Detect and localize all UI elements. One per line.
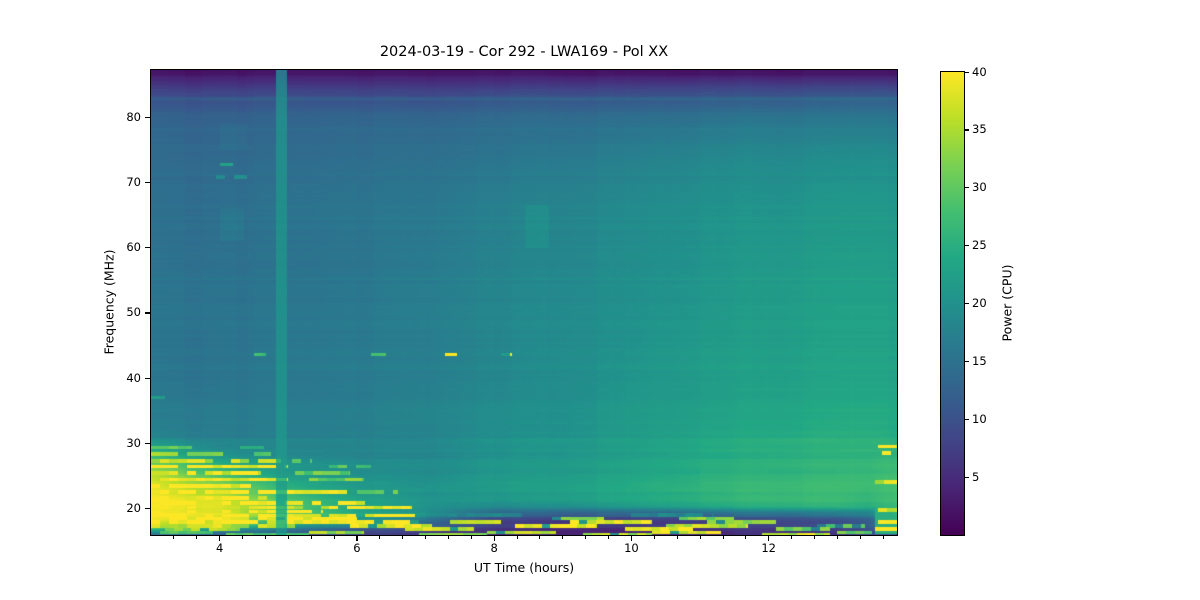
x-minor-tick-mark: [173, 536, 175, 539]
x-minor-tick-mark: [402, 536, 404, 539]
colorbar-tick-label: 10: [972, 411, 987, 426]
x-minor-tick-mark: [676, 536, 678, 539]
colorbar-tick-mark: [965, 303, 969, 305]
y-tick-mark: [145, 442, 150, 444]
x-tick-mark: [630, 536, 633, 541]
plot-title: 2024-03-19 - Cor 292 - LWA169 - Pol XX: [379, 44, 669, 60]
x-tick-mark: [768, 536, 770, 541]
colorbar-tick-label: 35: [972, 122, 987, 137]
x-minor-tick-mark: [379, 536, 381, 539]
x-minor-tick-mark: [310, 536, 312, 539]
x-axis-label: UT Time (hours): [473, 560, 575, 575]
x-tick-mark: [219, 536, 221, 541]
x-tick-mark: [493, 536, 495, 541]
y-tick-label: 50: [126, 305, 141, 320]
x-minor-tick-mark: [585, 536, 587, 539]
y-tick-mark: [145, 377, 150, 379]
x-minor-tick-mark: [608, 536, 609, 539]
x-minor-tick-mark: [287, 536, 289, 539]
colorbar-tick-mark: [965, 418, 969, 420]
colorbar-tick-mark: [965, 71, 969, 73]
y-tick-mark: [145, 117, 150, 119]
x-tick-label: 12: [761, 541, 776, 555]
colorbar-tick-mark: [965, 129, 969, 131]
x-minor-tick-mark: [699, 536, 701, 539]
x-minor-tick-mark: [814, 536, 815, 539]
x-minor-tick-mark: [539, 536, 541, 539]
y-tick-label: 70: [126, 175, 141, 190]
x-minor-tick-mark: [447, 536, 449, 539]
colorbar-tick-label: 5: [972, 469, 980, 484]
y-tick-mark: [145, 182, 150, 184]
y-tick-label: 60: [126, 240, 141, 255]
colorbar-tick-mark: [965, 187, 969, 189]
x-minor-tick-mark: [882, 536, 884, 539]
x-minor-tick-mark: [333, 536, 335, 539]
colorbar-tick-label: 20: [972, 296, 987, 310]
x-minor-tick-mark: [516, 536, 518, 539]
y-tick-mark: [145, 507, 150, 509]
x-minor-tick-mark: [722, 536, 724, 539]
x-tick-mark: [356, 536, 358, 541]
x-minor-tick-mark: [745, 536, 747, 539]
x-minor-tick-mark: [425, 536, 426, 539]
colorbar-tick-label: 40: [972, 64, 987, 79]
colorbar-tick-label: 25: [972, 238, 987, 253]
y-tick-label: 30: [126, 435, 141, 450]
x-minor-tick-mark: [791, 536, 792, 539]
colorbar-tick-mark: [965, 245, 969, 247]
colorbar-tick-label: 15: [972, 353, 987, 368]
x-minor-tick-mark: [562, 536, 564, 539]
x-tick-label: 10: [624, 541, 639, 555]
colorbar-tick-mark: [965, 360, 969, 363]
plot-area: [150, 69, 898, 536]
y-tick-label: 40: [126, 370, 141, 385]
spectrogram-heatmap: [151, 70, 897, 535]
x-tick-label: 6: [353, 541, 361, 555]
colorbar-tick-mark: [965, 476, 969, 478]
x-tick-label: 8: [490, 541, 498, 555]
colorbar: [940, 71, 965, 536]
y-tick-mark: [145, 247, 150, 249]
y-tick-label: 20: [126, 500, 141, 515]
x-minor-tick-mark: [836, 536, 838, 539]
x-minor-tick-mark: [859, 536, 861, 539]
x-minor-tick-mark: [196, 536, 198, 539]
x-minor-tick-mark: [653, 536, 655, 539]
x-tick-label: 4: [215, 541, 224, 555]
x-minor-tick-mark: [242, 536, 243, 539]
x-minor-tick-mark: [264, 536, 266, 539]
colorbar-tick-label: 30: [972, 180, 987, 195]
y-tick-label: 80: [126, 110, 141, 125]
y-tick-mark: [145, 312, 150, 314]
x-minor-tick-mark: [470, 536, 472, 539]
